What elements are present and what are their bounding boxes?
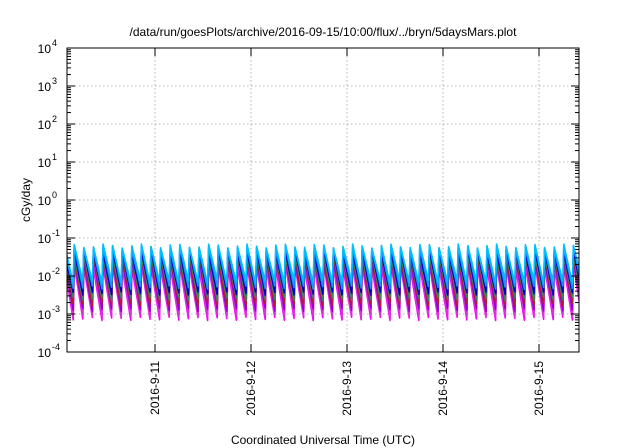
y-tick-label: 10	[38, 346, 52, 360]
y-tick-base: 10	[38, 80, 52, 94]
y-tick-exponent: -1	[52, 228, 60, 238]
y-tick-label: 10	[38, 42, 52, 56]
y-tick-label: 10	[38, 194, 52, 208]
x-axis-label: Coordinated Universal Time (UTC)	[231, 433, 415, 447]
y-tick-label: 10	[38, 80, 52, 94]
y-axis-label: cGy/day	[19, 178, 33, 222]
y-tick-base: 10	[38, 232, 52, 246]
y-tick-exponent: -4	[52, 342, 60, 352]
y-tick-base: 10	[38, 346, 52, 360]
y-tick-label: 10	[38, 156, 52, 170]
y-tick-exponent: 1	[52, 152, 57, 162]
y-tick-label: 10	[38, 308, 52, 322]
y-tick-exponent: 3	[52, 76, 57, 86]
x-tick-label: 2016-9-12	[244, 361, 258, 416]
y-tick-exponent: 2	[52, 114, 57, 124]
y-tick-base: 10	[38, 118, 52, 132]
y-tick-exponent: -3	[52, 304, 60, 314]
y-tick-base: 10	[38, 156, 52, 170]
y-tick-base: 10	[38, 194, 52, 208]
series-layer	[67, 243, 579, 322]
x-tick-label: 2016-9-15	[532, 361, 546, 416]
y-tick-label: 10	[38, 118, 52, 132]
y-tick-base: 10	[38, 42, 52, 56]
y-tick-exponent: 4	[52, 38, 57, 48]
axis-ticks	[67, 47, 579, 353]
x-tick-labels: 2016-9-11 2016-9-12 2016-9-13 2016-9-14 2016…	[148, 361, 546, 416]
y-tick-base: 10	[38, 270, 52, 284]
y-tick-exponent: -2	[52, 266, 60, 276]
x-tick-label: 2016-9-13	[340, 361, 354, 416]
series-line-5	[67, 248, 579, 296]
x-tick-label: 2016-9-14	[436, 361, 450, 416]
series-line-7	[67, 243, 579, 285]
x-tick-label: 2016-9-11	[148, 361, 162, 415]
y-tick-label: 10	[38, 232, 52, 246]
y-tick-exponent: 0	[52, 190, 57, 200]
y-tick-base: 10	[38, 308, 52, 322]
chart-title: /data/run/goesPlots/archive/2016-09-15/1…	[130, 25, 518, 39]
y-tick-label: 10	[38, 270, 52, 284]
series-line-4	[67, 251, 579, 302]
